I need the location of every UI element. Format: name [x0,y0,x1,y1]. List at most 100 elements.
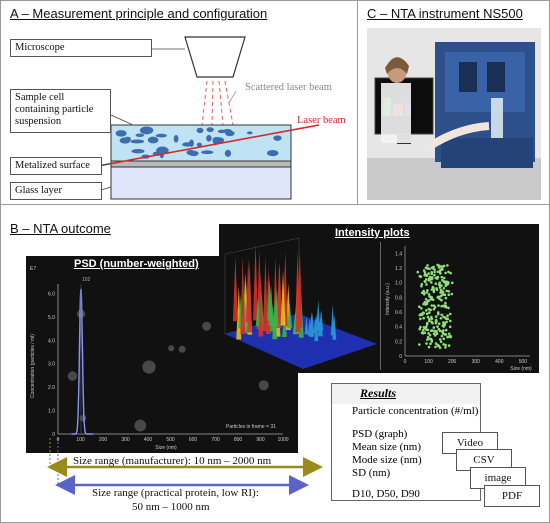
scatter-point [426,264,429,267]
scatter-y-tick: 0.6 [395,310,402,316]
scatter-point [425,274,429,278]
scatter-point [451,281,454,285]
scatter-point [418,305,421,308]
scatter-point [450,292,454,296]
scatter-point [440,334,444,338]
particle [188,150,199,157]
microscope-label: Microscope [10,39,152,57]
results-box [331,383,481,405]
scatter-point [436,270,440,274]
psd-frame-count: Particles in frame = 31 [226,424,276,430]
surface-peak [280,270,286,326]
scatter-point [442,343,445,346]
scatter-point [433,273,436,277]
metalized-surface-label: Metalized surface [10,157,102,175]
scatter-y-tick: 0.4 [395,325,402,331]
scatter-y-tick: 0.8 [395,295,402,301]
particle [273,135,282,141]
scatter-point [434,282,438,285]
scatter-point [440,268,443,271]
scatter-x-tick: 200 [448,359,457,365]
panel-c-title: C – NTA instrument NS500 [367,6,523,21]
results-d-values: D10, D50, D90 [352,488,420,500]
scatter-point [437,322,441,325]
scatter-point [442,337,446,341]
particle [246,131,253,135]
results-psd: PSD (graph) [352,428,408,440]
scatter-y-tick: 0 [399,354,402,360]
practical-range-label-2: 50 nm – 1000 nm [132,501,210,513]
scatter-point [442,321,445,324]
export-video: Video [442,432,498,454]
psd-x-tick: 0 [57,437,60,443]
scatter-point [431,285,435,289]
scatter-point [447,344,451,347]
scatter-point [434,330,438,333]
scatter-point [420,313,424,317]
psd-title: PSD (number-weighted) [74,258,199,270]
panel-a-title: A – Measurement principle and configurat… [10,6,268,21]
scatter-point [422,293,426,296]
psd-x-tick: 800 [234,437,243,443]
scatter-point [445,283,448,287]
scatter-point [429,277,432,281]
laser-beam [70,124,320,172]
scatter-point [420,284,423,288]
glass-layer-label: Glass layer [10,182,102,200]
scatter-point [442,293,446,296]
surface-peak [232,256,238,322]
scatter-point [433,306,437,309]
scatter-point [430,317,434,321]
psd-x-label: Size (nm) [155,445,177,451]
scatter-point [429,342,432,345]
scatter-point [418,313,422,317]
surface-peak [332,315,337,340]
scatter-point [427,279,431,282]
scatter-point [439,340,443,344]
scatter-point [425,301,429,305]
scatter-x-tick: 500 [519,359,528,365]
scatter-point [432,308,436,311]
scatter-point [449,271,452,275]
scatter-y-label: Intensity (a.u.) [385,283,391,315]
scatter-point [432,290,436,294]
surface-peak [269,303,275,332]
scatter-point [449,319,452,323]
scatter-point [421,332,425,335]
particle [224,149,232,157]
particle [131,149,145,154]
particle [196,127,204,134]
scatter-point [446,317,450,321]
surface-peak [313,317,318,333]
scatter-point [429,308,432,312]
psd-x-tick: 600 [189,437,198,443]
particle [173,134,179,143]
psd-y-label: Concentration (particles / ml) [30,334,36,398]
surface-peak [245,259,251,323]
results-concentration: Particle concentration (#/ml) [352,405,479,417]
video-particle-spot [79,414,87,422]
particle [206,134,212,142]
panel-c: C – NTA instrument NS500 [357,0,550,205]
scatter-point [441,265,444,268]
scatter-point [444,316,447,319]
scatter-point [440,313,443,317]
results-mean: Mean size (nm) [352,441,422,453]
particle [217,129,226,134]
scatter-point [424,309,428,312]
scatter-point [425,278,428,281]
scatter-y-tick: 1.0 [395,281,402,287]
scatter-point [448,325,452,329]
psd-y-tick: 1.0 [48,409,55,415]
results-mode: Mode size (nm) [352,454,422,466]
scatter-point [429,337,433,341]
surface-peak [273,286,279,327]
surface-peak [317,325,322,336]
scatter-point [423,280,427,283]
particle [196,142,202,147]
scatter-point [425,283,428,286]
scatter-point [442,287,446,290]
scatter-point [422,311,425,315]
psd-y-tick: 6.0 [48,291,55,297]
scatter-point [439,294,443,298]
